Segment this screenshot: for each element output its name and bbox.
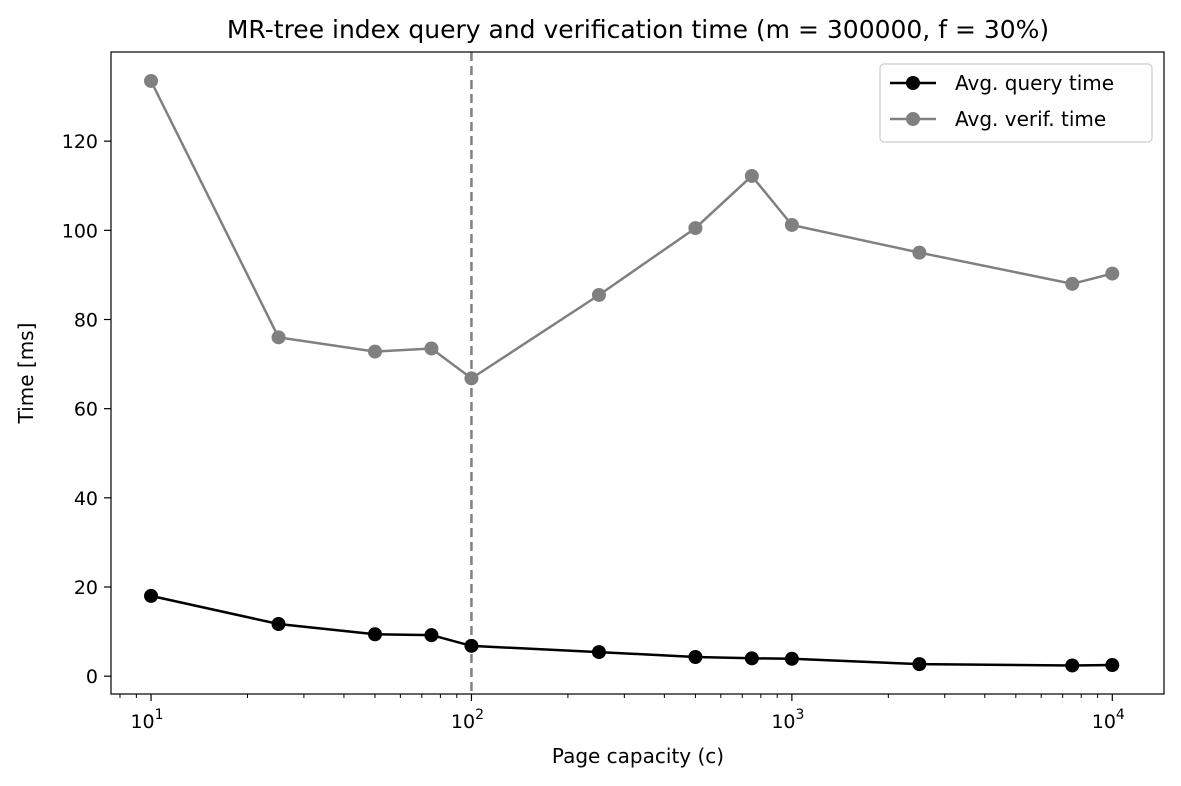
data-point-s0-9 [912,657,927,672]
legend-marker-0 [906,76,920,90]
x-tick-label-base-2: 10 [771,711,795,733]
plot-area [144,52,1120,694]
plot-frame [110,51,1165,695]
data-point-s1-9 [912,245,927,260]
legend-label-1: Avg. verif. time [955,107,1106,131]
x-tick-label-exp-2: 3 [796,707,805,723]
data-point-s1-11 [1105,266,1120,281]
legend: Avg. query time Avg. verif. time [879,63,1153,143]
data-point-s1-3 [424,341,439,356]
x-tick-label-base-0: 10 [130,711,154,733]
data-point-s1-7 [744,168,759,183]
y-tick-label-2: 40 [74,488,98,510]
x-tick-label-exp-3: 4 [1116,707,1125,723]
data-point-s0-7 [744,651,759,666]
y-tick-label-5: 100 [62,220,98,242]
data-point-s0-6 [688,649,703,664]
data-point-s0-2 [367,627,382,642]
data-point-s0-0 [144,588,159,603]
legend-box [879,63,1153,143]
data-point-s1-4 [464,371,479,386]
series-line-0 [150,594,1113,667]
y-tick-label-6: 120 [62,131,98,153]
x-tick-label-base-3: 10 [1092,711,1116,733]
y-tick-label-4: 80 [74,310,98,332]
data-point-s0-4 [464,638,479,653]
x-tick-label-2: 103 [771,707,804,733]
x-tick-label-0: 101 [130,707,163,733]
data-point-s1-6 [688,221,703,236]
data-point-s1-1 [271,330,286,345]
legend-label-0: Avg. query time [955,71,1114,95]
x-tick-label-3: 104 [1092,707,1125,733]
data-point-s1-0 [144,73,159,88]
data-point-s0-10 [1065,658,1080,673]
y-axis-label: Time [ms] [14,323,38,425]
data-point-s1-10 [1065,276,1080,291]
data-point-s0-8 [784,651,799,666]
y-tick-label-0: 0 [86,666,98,688]
x-tick-label-exp-0: 1 [155,707,164,723]
data-point-s0-3 [424,628,439,643]
data-point-s0-5 [591,645,606,660]
data-point-s0-11 [1105,658,1120,673]
series-line-1 [149,80,1113,380]
data-point-s1-8 [784,217,799,232]
x-tick-label-exp-1: 2 [475,707,484,723]
x-axis-label: Page capacity (c) [552,744,724,768]
data-point-s0-1 [271,617,286,632]
y-tick-label-3: 60 [74,399,98,421]
data-point-s1-5 [591,287,606,302]
data-point-s1-2 [367,344,382,359]
x-tick-label-1: 102 [451,707,484,733]
y-tick-label-1: 20 [74,577,98,599]
x-tick-label-base-1: 10 [451,711,475,733]
chart-title: MR-tree index query and verification tim… [227,15,1049,44]
legend-marker-1 [906,112,920,126]
